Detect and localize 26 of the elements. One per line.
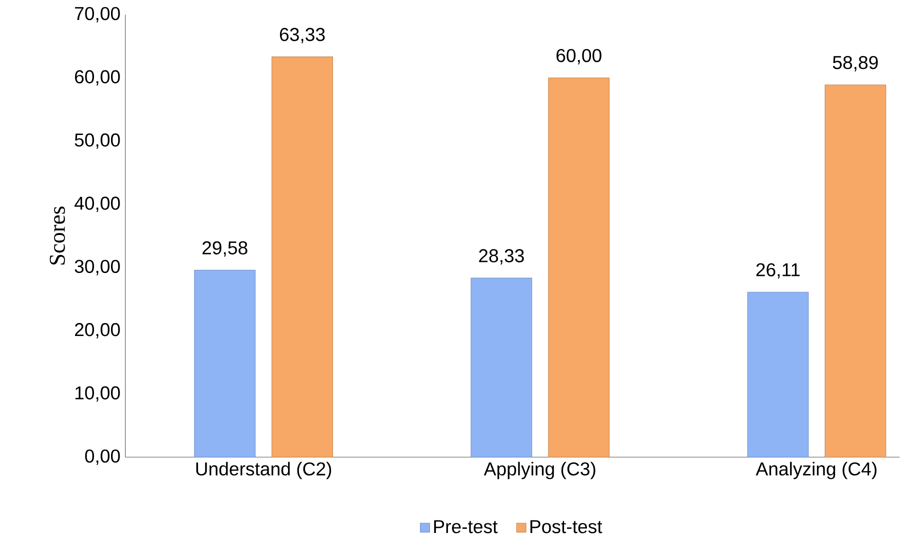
y-tick-label: 70,00 bbox=[75, 7, 120, 22]
bar bbox=[548, 78, 610, 458]
legend-label: Pre-test bbox=[434, 520, 498, 534]
bar bbox=[194, 270, 256, 458]
legend-label: Post-test bbox=[530, 520, 602, 534]
bar bbox=[470, 278, 532, 458]
bar bbox=[747, 292, 809, 458]
y-tick-label: 60,00 bbox=[75, 70, 120, 86]
y-tick-label: 20,00 bbox=[75, 323, 120, 339]
y-tick-label: 50,00 bbox=[74, 133, 120, 149]
bar bbox=[272, 56, 333, 458]
bar bbox=[824, 84, 886, 458]
x-tick-label: Understand (C2) bbox=[196, 462, 332, 480]
data-label: 60,00 bbox=[556, 49, 602, 64]
data-label: 29,58 bbox=[202, 241, 248, 257]
y-tick-label: 10,00 bbox=[75, 386, 120, 402]
y-tick-label: 40,00 bbox=[74, 196, 120, 212]
y-tick-label: 0,00 bbox=[85, 450, 120, 465]
y-tick-label: 30,00 bbox=[74, 260, 120, 276]
data-label: 26,11 bbox=[756, 263, 800, 279]
data-label: 28,33 bbox=[479, 249, 524, 265]
x-tick-label: Applying (C3) bbox=[484, 462, 596, 480]
data-label: 58,89 bbox=[832, 56, 878, 72]
data-label: 63,33 bbox=[280, 28, 325, 44]
y-axis-title: Scores bbox=[50, 206, 65, 265]
x-tick-label: Analyzing (C4) bbox=[756, 462, 876, 480]
